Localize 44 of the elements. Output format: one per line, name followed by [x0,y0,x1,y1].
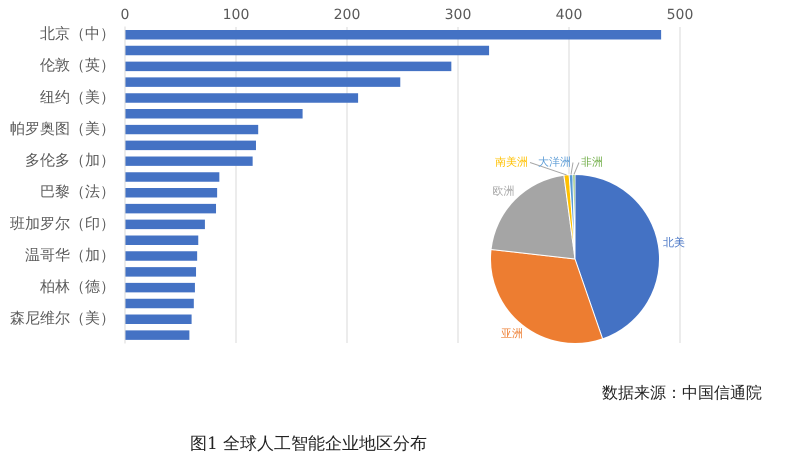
y-tick-label: 北京（中） [40,24,115,43]
source-note: 数据来源：中国信通院 [602,383,762,404]
y-tick-label: 柏林（德） [39,278,115,296]
bar [126,220,205,230]
x-tick-label: 300 [444,7,472,24]
bar [126,267,196,277]
y-tick-label: 帕罗奥图（美） [10,119,115,138]
y-tick-label: 纽约（美） [40,88,115,106]
x-tick-label: 200 [334,7,360,24]
bar [126,93,358,103]
y-tick-label: 巴黎（法） [40,182,115,201]
y-tick-label: 伦敦（英） [40,56,115,74]
y-tick-label: 森尼维尔（美） [10,309,115,328]
bar [126,124,258,134]
bar [126,30,662,40]
bar [126,156,253,166]
y-tick-label: 多伦多（加） [25,151,115,170]
x-tick-label: 0 [120,7,130,24]
bar [126,109,303,118]
bar [126,62,452,72]
slice-label: 南美洲 [495,155,528,168]
x-tick-label: 400 [556,7,582,24]
bar [126,251,198,261]
bar [126,77,400,87]
slice-label: 北美 [663,236,686,249]
bar [126,282,195,292]
x-tick-label: 100 [222,7,250,24]
y-tick-label: 班加罗尔（印） [10,214,115,232]
bar [126,235,198,245]
slice-label: 大洋洲 [538,155,571,168]
y-tick-label: 温哥华（加） [25,246,115,264]
slice-label: 欧洲 [492,184,514,198]
bar [126,330,190,340]
bar [126,204,216,214]
slice-label: 亚洲 [501,327,524,340]
x-tick-label: 500 [666,7,694,24]
slice-label: 非洲 [581,155,603,168]
bar [126,298,194,308]
bar [126,172,220,182]
bar [126,140,256,150]
bar [126,188,218,198]
bar [126,46,490,56]
bar [126,314,192,324]
text: 图1 全球人工智能企业地区分布 [190,433,428,455]
